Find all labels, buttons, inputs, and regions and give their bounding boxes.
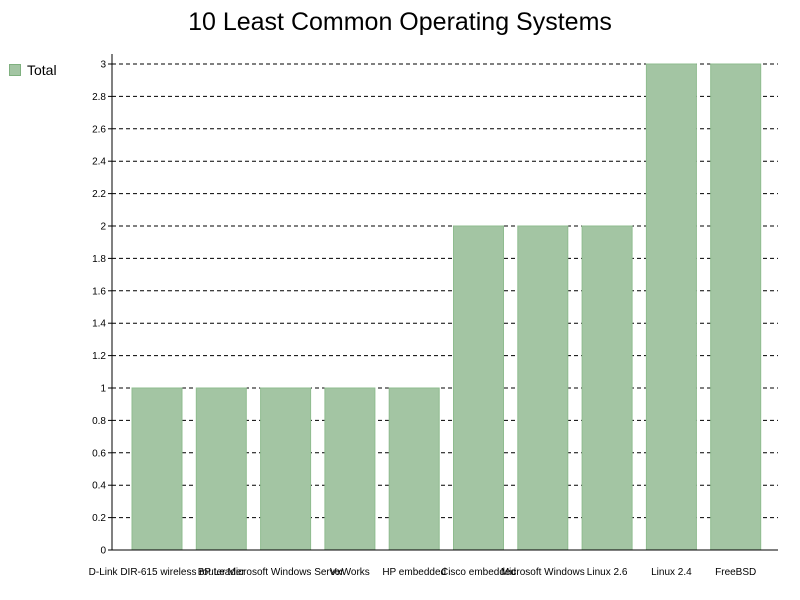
legend-swatch-total <box>9 64 21 76</box>
y-tick-label: 0.8 <box>92 416 106 427</box>
y-tick-label: 1 <box>100 384 106 395</box>
bar <box>710 63 762 551</box>
x-tick-label: Linux 2.6 <box>587 567 628 578</box>
y-tick-label: 2.2 <box>92 189 106 200</box>
x-tick-label: D-Link DIR-615 wireless router <box>89 567 226 578</box>
bar <box>645 63 697 551</box>
x-tick-label: HP embedded <box>382 567 446 578</box>
y-tick-label: 0 <box>100 546 106 557</box>
y-tick-label: 2.6 <box>92 124 106 135</box>
y-tick-label: 1.6 <box>92 286 106 297</box>
y-tick-label: 2 <box>100 222 106 233</box>
bar <box>453 225 504 551</box>
legend-label-total: Total <box>27 62 57 78</box>
bar <box>517 225 569 551</box>
y-tick-label: 3 <box>100 60 106 71</box>
chart-title: 10 Least Common Operating Systems <box>188 8 612 36</box>
x-tick-label: Linux 2.4 <box>651 567 692 578</box>
y-tick-label: 0.6 <box>92 448 106 459</box>
bar <box>581 225 633 551</box>
y-tick-label: 2.8 <box>92 92 106 103</box>
y-tick-label: 1.4 <box>92 319 106 330</box>
bar <box>324 387 376 551</box>
bar <box>260 387 312 551</box>
y-tick-label: 0.2 <box>92 513 106 524</box>
x-tick-label: BP Leader <box>198 567 246 578</box>
x-tick-label: VxWorks <box>330 567 370 578</box>
x-tick-label: Microsoft Windows Server <box>228 567 345 578</box>
y-tick-label: 0.4 <box>92 481 106 492</box>
y-tick-label: 1.2 <box>92 351 106 362</box>
y-tick-label: 2.4 <box>92 157 106 168</box>
y-tick-label: 1.8 <box>92 254 106 265</box>
x-tick-label: Microsoft Windows <box>501 567 585 578</box>
legend: Total <box>9 62 57 78</box>
bar <box>388 387 440 551</box>
bar <box>131 387 183 551</box>
x-tick-label: FreeBSD <box>715 567 756 578</box>
x-tick-label: Cisco embedded <box>441 567 516 578</box>
bar <box>195 387 247 551</box>
